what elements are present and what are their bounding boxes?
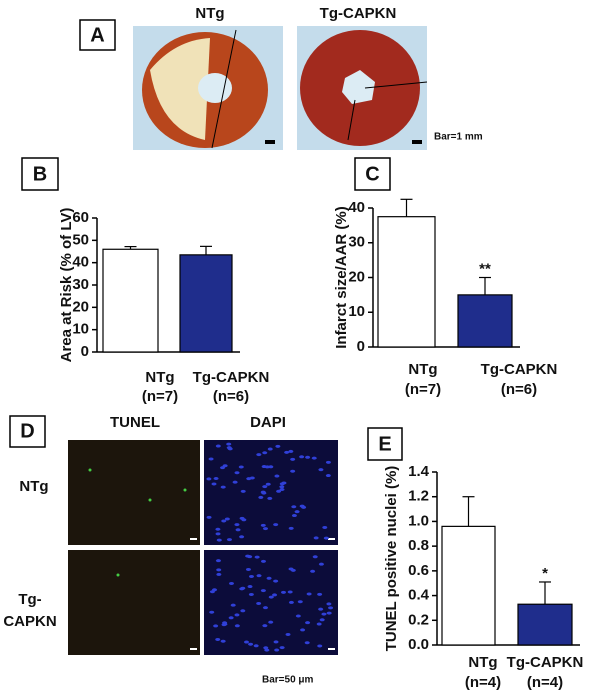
panel-label: E [378,433,391,455]
scale-note: Bar=50 μm [262,675,314,686]
row-label: NTg [19,478,48,495]
y-tick-label: 20 [348,268,365,285]
y-tick-label: 1.2 [408,488,429,505]
panel-box [354,157,391,191]
panel-box [367,427,403,461]
n-label: (n=4) [527,674,563,691]
bar [457,294,513,348]
y-tick-label: 1.0 [408,512,429,529]
panel-box [9,415,46,448]
y-tick-label: 0.2 [408,611,429,628]
micrograph [68,440,338,655]
y-tick-label: 0 [81,343,89,360]
column-label: DAPI [250,414,286,431]
y-tick-label: 40 [72,254,89,271]
y-tick-label: 10 [72,321,89,338]
image-label: NTg [195,5,224,22]
bar [517,603,573,646]
row-label: Tg-CAPKN [3,591,56,630]
panel-label: B [33,163,47,185]
y-axis-label: TUNEL positive nuclei (%) [383,466,400,652]
panel-label: C [365,163,379,185]
x-tick-label: Tg-CAPKN [193,369,270,386]
y-tick-label: 0.6 [408,562,429,579]
y-tick-label: 10 [348,303,365,320]
column-label: TUNEL [110,414,160,431]
x-tick-label: Tg-CAPKN [507,654,584,671]
n-label: (n=6) [213,388,249,405]
x-tick-label: Tg-CAPKN [481,361,558,378]
x-tick-label: NTg [145,369,174,386]
y-tick-label: 1.4 [408,463,430,480]
y-tick-label: 0 [357,338,365,355]
y-axis-label: Area at Risk (% of LV) [58,208,75,363]
y-tick-label: 50 [72,231,89,248]
y-tick-label: 20 [72,298,89,315]
bar [179,254,233,353]
n-label: (n=7) [142,388,178,405]
x-tick-label: NTg [408,361,437,378]
significance: ** [479,260,491,277]
panel-box [79,19,116,51]
significance: * [542,565,548,582]
panel-box [21,157,59,191]
y-tick-label: 0.0 [408,636,429,653]
heart-photo [133,26,283,150]
bar [441,525,496,646]
image-label: Tg-CAPKN [320,5,397,22]
y-tick-label: 40 [348,199,365,216]
scale-note: Bar=1 mm [434,132,483,143]
bar [102,248,159,353]
x-tick-label: NTg [468,654,497,671]
y-tick-label: 0.4 [408,587,430,604]
y-tick-label: 30 [348,234,365,251]
bar [377,216,436,348]
y-axis-label: Infarct size/AAR (%) [333,206,350,349]
n-label: (n=4) [465,674,501,691]
y-tick-label: 30 [72,276,89,293]
panel-label: D [20,420,34,442]
y-tick-label: 60 [72,209,89,226]
n-label: (n=6) [501,381,537,398]
y-tick-label: 0.8 [408,537,429,554]
panel-label: A [90,24,104,46]
heart-photo [297,26,428,150]
n-label: (n=7) [405,381,441,398]
